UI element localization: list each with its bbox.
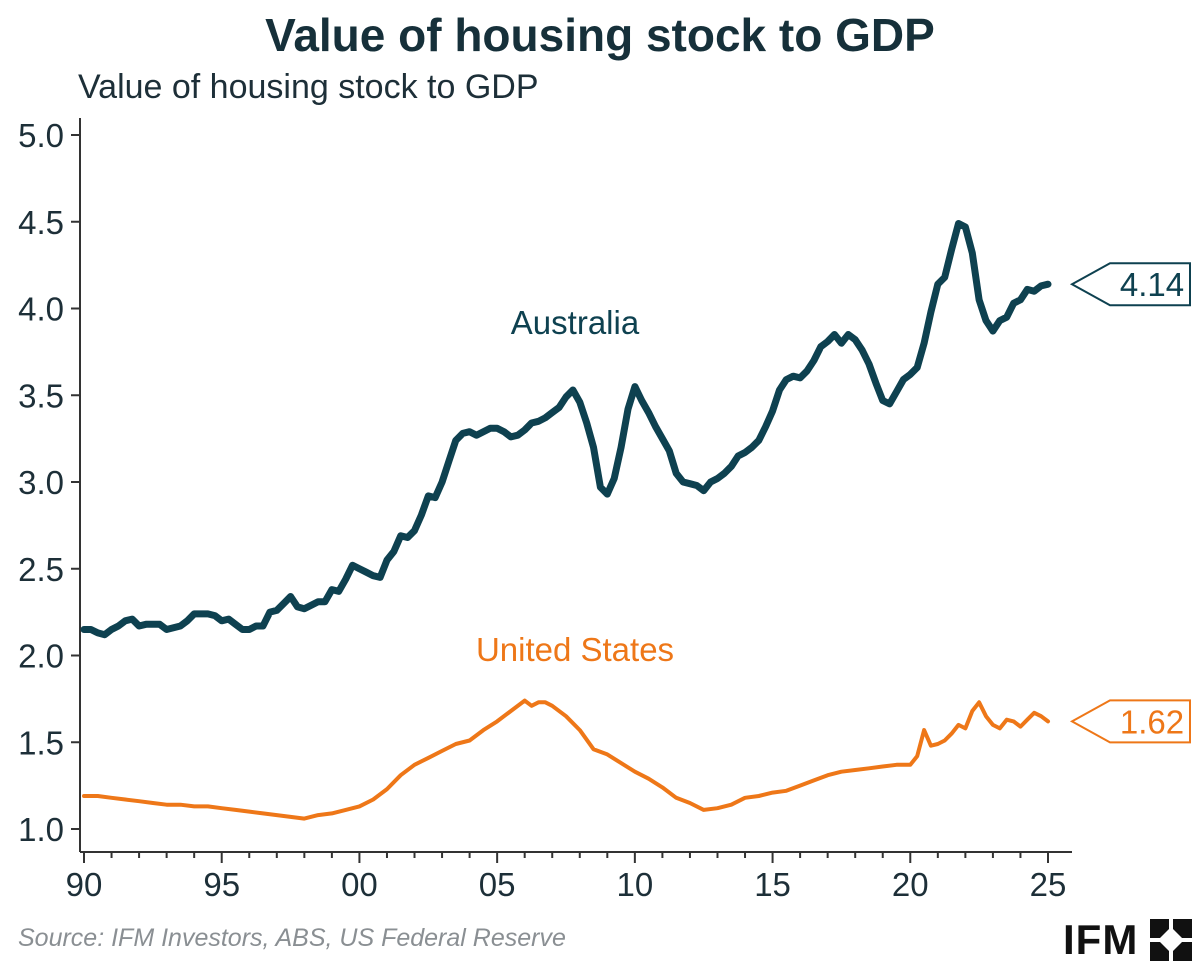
x-tick-label: 00 bbox=[341, 866, 378, 903]
x-tick-label: 15 bbox=[754, 866, 791, 903]
y-tick-label: 3.0 bbox=[18, 464, 64, 501]
y-tick-label: 4.0 bbox=[18, 291, 64, 328]
end-value-callout-united-states: 1.62 bbox=[1069, 699, 1191, 744]
series-label-united-states: United States bbox=[476, 631, 674, 668]
end-value-callout-australia: 4.14 bbox=[1069, 262, 1191, 307]
axes: 1.0 1.5 2.0 2.5 3.0 3.5 4.0 4.5 5.0 90 95 00 05 10 15 2… bbox=[18, 117, 1072, 903]
x-tick-label: 95 bbox=[203, 866, 240, 903]
source-note: Source: IFM Investors, ABS, US Federal R… bbox=[18, 924, 566, 952]
x-tick-label: 05 bbox=[479, 866, 516, 903]
callout-box bbox=[1069, 262, 1191, 307]
x-tick-label: 10 bbox=[616, 866, 653, 903]
end-value-label: 1.62 bbox=[1120, 703, 1184, 740]
y-axis-title: Value of housing stock to GDP bbox=[78, 68, 539, 106]
series-label-australia: Australia bbox=[511, 304, 640, 341]
y-tick-label: 2.0 bbox=[18, 638, 64, 675]
logo-text: IFM bbox=[1063, 916, 1139, 963]
y-tick-label: 1.0 bbox=[18, 811, 64, 848]
series-line-united-states bbox=[82, 698, 1050, 821]
chart-title: Value of housing stock to GDP bbox=[265, 9, 935, 61]
x-tick-label: 90 bbox=[66, 866, 103, 903]
y-tick-label: 4.5 bbox=[18, 204, 64, 241]
end-value-label: 4.14 bbox=[1120, 266, 1184, 303]
y-tick-label: 3.5 bbox=[18, 377, 64, 414]
y-tick-label: 2.5 bbox=[18, 551, 64, 588]
ifm-logo: IFM bbox=[1063, 912, 1194, 968]
series-line-australia bbox=[80, 220, 1052, 639]
x-tick-label: 25 bbox=[1030, 866, 1067, 903]
ifm-logo-mark-icon bbox=[1150, 919, 1193, 961]
callout-box bbox=[1069, 699, 1191, 744]
series-layer: 4.14 1.62 bbox=[80, 220, 1191, 821]
x-tick-label: 20 bbox=[892, 866, 929, 903]
y-tick-label: 5.0 bbox=[18, 117, 64, 154]
labels-layer: Australia United States bbox=[476, 304, 674, 668]
y-tick-label: 1.5 bbox=[18, 724, 64, 761]
